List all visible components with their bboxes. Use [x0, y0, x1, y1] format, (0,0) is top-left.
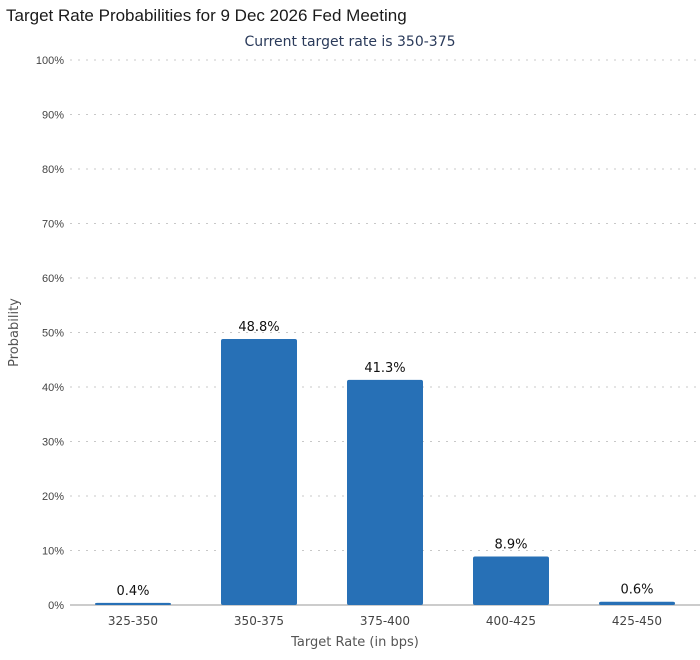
- y-tick-label: 70%: [42, 219, 64, 231]
- data-label: 0.6%: [620, 583, 653, 598]
- bar-400-425: [473, 556, 549, 605]
- y-tick-label: 60%: [42, 273, 64, 285]
- y-tick-label: 10%: [42, 546, 64, 558]
- y-tick-label: 100%: [36, 55, 64, 67]
- y-tick-label: 0%: [48, 600, 64, 612]
- x-tick-label: 400-425: [486, 614, 536, 628]
- x-axis-ticks: 325-350 350-375 375-400 400-425 425-450: [108, 614, 662, 628]
- chart-title: Target Rate Probabilities for 9 Dec 2026…: [6, 6, 407, 25]
- y-tick-label: 50%: [42, 328, 64, 340]
- y-tick-label: 40%: [42, 382, 64, 394]
- x-tick-label: 325-350: [108, 614, 158, 628]
- x-axis-label: Target Rate (in bps): [290, 635, 419, 650]
- bar-425-450: [599, 601, 675, 605]
- x-tick-label: 350-375: [234, 614, 284, 628]
- y-tick-label: 20%: [42, 491, 64, 503]
- data-labels: 0.4% 48.8% 41.3% 8.9% 0.6%: [116, 320, 653, 599]
- bar-350-375: [221, 339, 297, 605]
- y-tick-label: 30%: [42, 437, 64, 449]
- y-axis-ticks: 0% 10% 20% 30% 40% 50% 60% 70% 80% 90% 100%: [36, 55, 64, 612]
- x-tick-label: 375-400: [360, 614, 410, 628]
- data-label: 0.4%: [116, 584, 149, 599]
- y-axis-label: Probability: [7, 298, 22, 367]
- chart-subtitle: Current target rate is 350-375: [244, 34, 456, 50]
- grid-lines: [70, 59, 700, 551]
- y-tick-label: 80%: [42, 164, 64, 176]
- y-tick-label: 90%: [42, 110, 64, 122]
- x-tick-label: 425-450: [612, 614, 662, 628]
- bar-375-400: [347, 379, 423, 605]
- bar-325-350: [95, 602, 171, 605]
- bars: [95, 339, 675, 605]
- data-label: 41.3%: [364, 361, 405, 376]
- data-label: 8.9%: [494, 537, 527, 552]
- data-label: 48.8%: [238, 320, 279, 335]
